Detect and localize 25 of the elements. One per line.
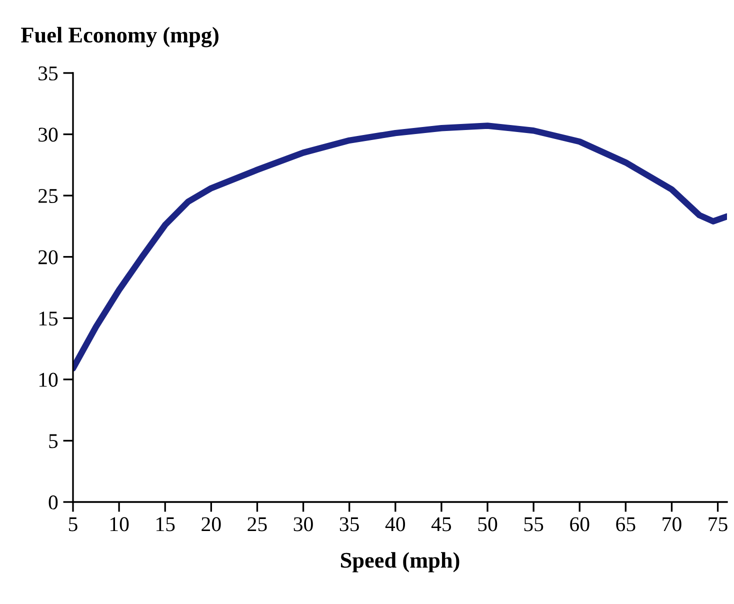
- y-tick-label: 0: [48, 495, 58, 510]
- x-tick-label: 5: [69, 517, 78, 532]
- y-tick-label: 25: [38, 189, 58, 204]
- x-tick-label: 35: [340, 517, 359, 532]
- y-tick-label: 20: [38, 250, 58, 264]
- y-tick-label: 15: [39, 312, 58, 326]
- x-tick-label: 20: [202, 517, 221, 532]
- x-tick-label: 40: [385, 517, 406, 532]
- x-tick-label: 65: [616, 517, 636, 532]
- y-tick-label: 10: [39, 372, 58, 387]
- y-axis-title: Fuel Economy (mpg): [21, 26, 218, 48]
- x-tick-label: 25: [248, 517, 267, 532]
- x-tick-label: 55: [524, 517, 544, 532]
- x-tick-label: 60: [570, 517, 590, 532]
- x-tick-label: 70: [662, 517, 682, 532]
- x-tick-label: 75: [708, 517, 728, 532]
- x-tick-label: 45: [431, 517, 452, 532]
- y-tick-label: 35: [38, 66, 58, 80]
- y-tick-label: 30: [38, 128, 58, 142]
- x-axis-title: Speed (mph): [340, 552, 460, 572]
- x-tick-label: 30: [294, 517, 313, 532]
- x-tick-label: 50: [478, 517, 498, 532]
- x-tick-label: 15: [156, 517, 175, 532]
- x-tick-label: 10: [110, 517, 129, 532]
- y-tick-label: 5: [49, 434, 58, 448]
